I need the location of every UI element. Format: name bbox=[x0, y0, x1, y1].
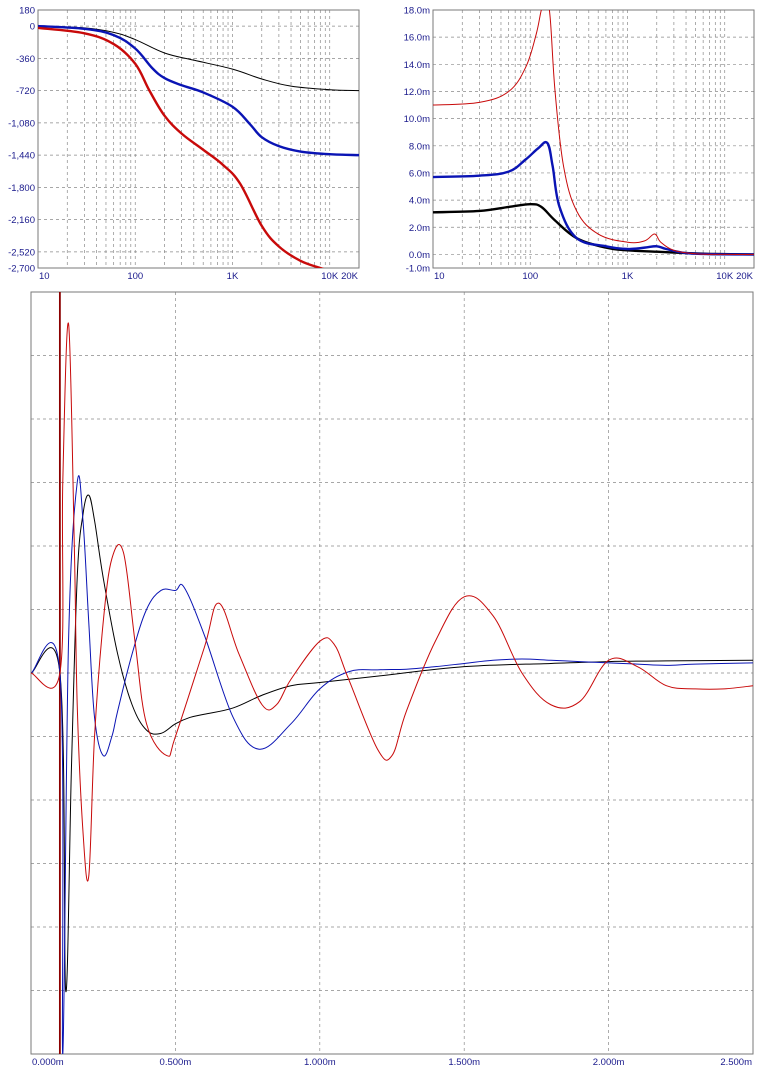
plot-area bbox=[31, 292, 753, 1054]
chart-3: 0.000m 0.500m 1.000m 1.500m 2.000m 2.500m bbox=[30, 291, 754, 1068]
y-tick-label: -2,520 bbox=[8, 247, 35, 258]
x-tick-label: 0.000m bbox=[32, 1057, 64, 1068]
series-line-1 bbox=[38, 25, 359, 92]
y-tick-label: -1,800 bbox=[8, 183, 35, 194]
series-line-2 bbox=[31, 475, 753, 1054]
plot-frame bbox=[37, 9, 360, 269]
x-tick-label: 1K bbox=[622, 271, 634, 282]
series-line-1 bbox=[433, 202, 754, 256]
chart-2: 18.0m 16.0m 14.0m 12.0m 10.0m 8.0m 6.0m 4.0m 2.0… bbox=[404, 6, 755, 283]
y-tick-label: -360 bbox=[16, 54, 35, 65]
gridlines bbox=[38, 10, 359, 268]
y-tick-label: 0.0m bbox=[409, 250, 430, 261]
x-tick-label: 0.500m bbox=[160, 1057, 192, 1068]
x-tick-label: 1K bbox=[227, 271, 239, 282]
tick-labels: 0.000m 0.500m 1.000m 1.500m 2.000m 2.500m bbox=[32, 1057, 752, 1068]
x-tick-label: 2.000m bbox=[593, 1057, 625, 1068]
gridlines bbox=[433, 10, 754, 268]
series-line-2 bbox=[38, 24, 359, 157]
plot-area bbox=[433, 10, 754, 256]
plot-area bbox=[38, 24, 359, 268]
series-line-3 bbox=[433, 10, 754, 255]
series-line-3 bbox=[31, 322, 753, 882]
y-tick-label: 18.0m bbox=[404, 6, 430, 17]
y-tick-label: 12.0m bbox=[404, 87, 430, 98]
chart-1: 180 0 -360 -720 -1,080 -1,440 -1,800 -2,160 -2,5… bbox=[8, 6, 360, 283]
y-tick-label: 16.0m bbox=[404, 33, 430, 44]
series-line-2 bbox=[433, 140, 754, 256]
y-tick-label: 6.0m bbox=[409, 168, 430, 179]
y-tick-label: 14.0m bbox=[404, 60, 430, 71]
y-tick-label: -1.0m bbox=[406, 264, 430, 275]
x-tick-label: 10K bbox=[321, 271, 339, 282]
y-tick-label: 8.0m bbox=[409, 141, 430, 152]
y-tick-label: 4.0m bbox=[409, 196, 430, 207]
x-tick-label: 10 bbox=[39, 271, 50, 282]
y-tick-label: 0 bbox=[30, 22, 35, 33]
y-tick-label: 180 bbox=[19, 6, 35, 17]
x-tick-label: 1.000m bbox=[304, 1057, 336, 1068]
tick-labels: 18.0m 16.0m 14.0m 12.0m 10.0m 8.0m 6.0m 4.0m 2.0… bbox=[404, 6, 754, 283]
y-tick-label: -1,080 bbox=[8, 118, 35, 129]
y-tick-label: -1,440 bbox=[8, 151, 35, 162]
x-tick-label: 10K bbox=[716, 271, 734, 282]
y-tick-label: -720 bbox=[16, 86, 35, 97]
x-tick-label: 20K bbox=[736, 271, 754, 282]
x-tick-label: 10 bbox=[434, 271, 445, 282]
gridlines bbox=[31, 292, 753, 1054]
tick-labels: 180 0 -360 -720 -1,080 -1,440 -1,800 -2,160 -2,5… bbox=[8, 6, 359, 283]
series-line-3 bbox=[38, 26, 325, 268]
y-tick-label: -2,700 bbox=[8, 264, 35, 275]
x-tick-label: 20K bbox=[341, 271, 359, 282]
x-tick-label: 1.500m bbox=[448, 1057, 480, 1068]
y-tick-label: 2.0m bbox=[409, 223, 430, 234]
x-tick-label: 2.500m bbox=[720, 1057, 752, 1068]
series-line-1 bbox=[31, 494, 753, 993]
plot-frame bbox=[432, 9, 755, 269]
x-tick-label: 100 bbox=[127, 271, 143, 282]
x-tick-label: 100 bbox=[522, 271, 538, 282]
y-tick-label: -2,160 bbox=[8, 215, 35, 226]
y-tick-label: 10.0m bbox=[404, 114, 430, 125]
